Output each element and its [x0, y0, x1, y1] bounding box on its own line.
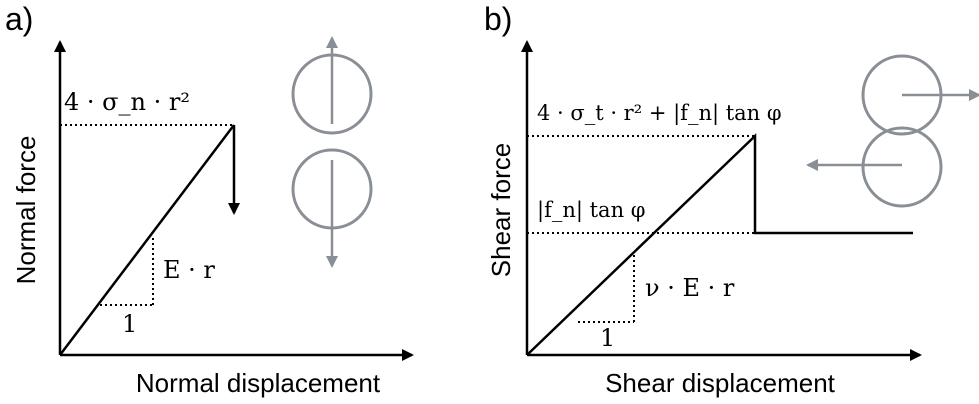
panel-b-lower-grain — [861, 126, 943, 208]
panel-b-peak-annotation: 4 · σ_t · r² + |f_n| tan φ — [537, 101, 782, 126]
panel-b-label: b) — [484, 1, 512, 37]
panel-a-slope-annotation: E · r — [163, 256, 215, 284]
panel-b-residual-annotation: |f_n| tan φ — [537, 198, 646, 223]
panel-a-x-label: Normal displacement — [136, 368, 381, 398]
panel-b-force-curve — [526, 133, 913, 356]
panel-a-force-curve — [59, 124, 235, 356]
panel-b-unit-annotation: 1 — [600, 324, 615, 352]
panel-a: a) Normal displacement Normal force 4 · … — [5, 1, 414, 398]
panel-a-unit-annotation: 1 — [122, 310, 137, 338]
panel-b-slope-annotation: ν · E · r — [645, 274, 735, 302]
panel-a-grain-pair-icon — [291, 36, 373, 268]
panel-b: b) Shear displacement Shear force 4 · σ_… — [484, 1, 979, 398]
panel-a-label: a) — [5, 1, 33, 37]
panel-b-grain-pair-icon — [806, 54, 979, 208]
panel-b-x-label: Shear displacement — [605, 368, 836, 398]
panel-a-peak-annotation: 4 · σ_n · r² — [64, 88, 190, 116]
panel-a-y-label: Normal force — [11, 136, 41, 285]
panel-b-y-label: Shear force — [486, 143, 516, 277]
